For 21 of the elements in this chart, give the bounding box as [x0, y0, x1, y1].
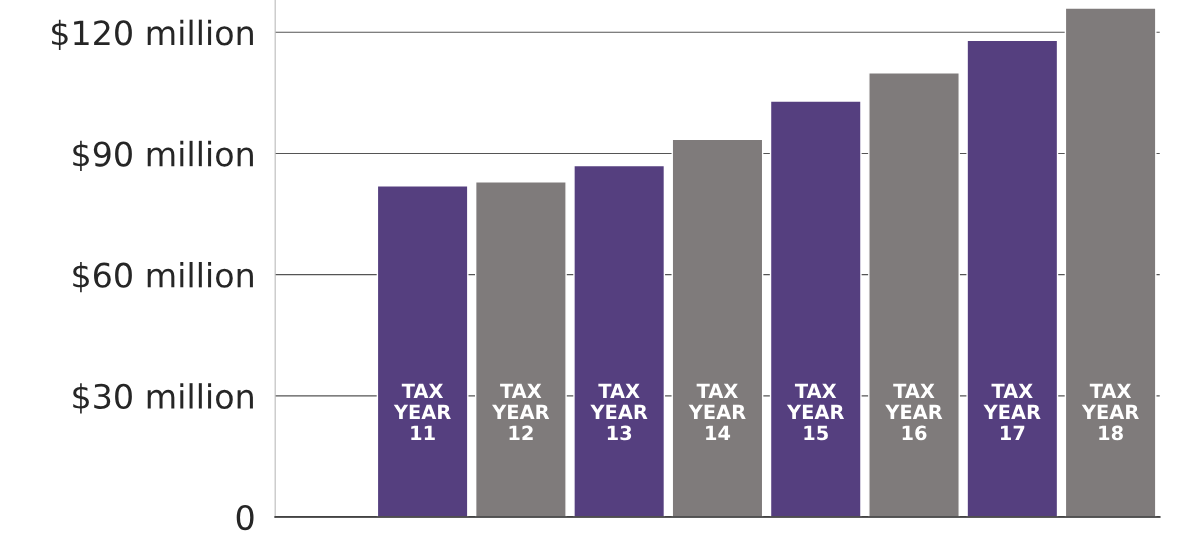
y-tick-label: $120 million — [52, 19, 253, 50]
bar — [376, 185, 469, 518]
x-tick-label: TAX YEAR 17 — [983, 383, 1041, 441]
y-tick-label: $60 million — [73, 262, 253, 293]
bar — [1064, 7, 1157, 518]
x-tick-label: TAX YEAR 16 — [885, 383, 943, 441]
bar — [868, 72, 960, 518]
y-tick-label: $90 million — [73, 140, 253, 172]
x-tick-label: TAX YEAR 14 — [688, 383, 746, 441]
x-tick-label: TAX YEAR 11 — [393, 383, 451, 441]
bar — [474, 181, 567, 518]
y-tick-label: 0 — [236, 504, 254, 531]
bar — [966, 39, 1059, 518]
x-tick-label: TAX YEAR 18 — [1081, 383, 1139, 441]
x-tick-label: TAX YEAR 15 — [786, 383, 845, 441]
y-tick-label: $30 million — [73, 383, 253, 414]
bar — [573, 164, 666, 518]
x-tick-label: TAX YEAR 13 — [590, 383, 648, 441]
bar — [769, 100, 862, 518]
x-tick-label: TAX YEAR 12 — [492, 383, 550, 441]
bar — [671, 138, 764, 518]
